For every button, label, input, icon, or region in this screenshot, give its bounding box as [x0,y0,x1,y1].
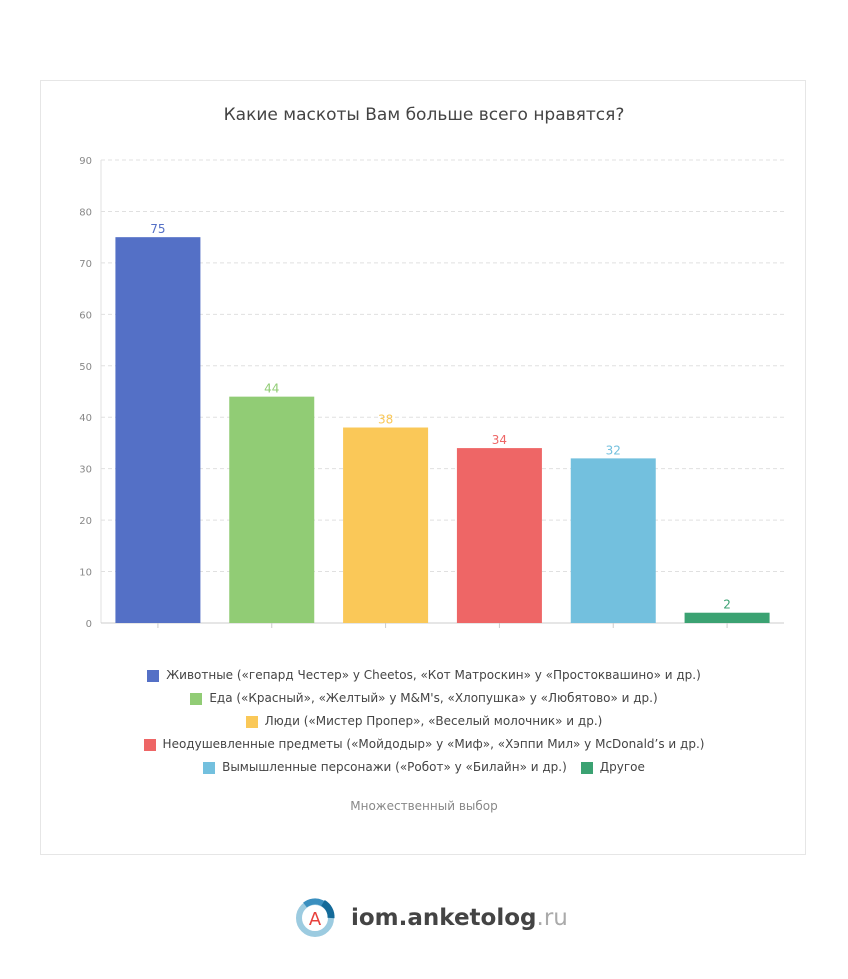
legend-item[interactable]: Другое [580,756,645,779]
legend-swatch [245,715,258,728]
chart-note: Множественный выбор [350,799,498,813]
legend-row: Неодушевленные предметы («Мойдодыр» у «М… [0,733,848,756]
legend-item[interactable]: Неодушевленные предметы («Мойдодыр» у «М… [143,733,705,756]
legend-label: Еда («Красный», «Желтый» у M&M's, «Хлопу… [209,691,658,705]
logo-icon: A [296,898,335,937]
bar-value-label: 44 [264,382,279,396]
legend-label: Вымышленные персонажи («Робот» у «Билайн… [222,760,567,774]
bar-value-label: 32 [606,443,621,457]
y-tick-label: 50 [79,362,92,373]
legend-item[interactable]: Люди («Мистер Пропер», «Веселый молочник… [245,710,603,733]
bar-value-label: 75 [150,222,165,236]
legend-label: Другое [599,760,645,774]
y-tick-label: 10 [79,568,92,579]
bar [229,396,315,623]
bar [115,237,201,623]
bar [570,458,656,623]
y-tick-label: 70 [79,259,92,270]
y-tick-label: 0 [86,619,92,630]
chart-title: Какие маскоты Вам больше всего нравятся? [223,105,625,125]
legend-row: Животные («гепард Честер» у Cheetos, «Ко… [0,664,848,687]
bar-value-label: 2 [723,598,731,612]
bar [343,427,429,623]
legend-label: Люди («Мистер Пропер», «Веселый молочник… [264,714,603,728]
bar-value-label: 34 [492,433,507,447]
logo-main: iom.anketolog [351,905,537,931]
bar-chart: 0 10 20 30 40 50 60 70 80 90 75 44 38 34 32 2 [79,156,784,630]
legend-row: Люди («Мистер Пропер», «Веселый молочник… [0,710,848,733]
chart-legend: Животные («гепард Честер» у Cheetos, «Ко… [0,664,848,779]
legend-swatch [580,761,593,774]
bar-value-label: 38 [378,413,393,427]
legend-item[interactable]: Вымышленные персонажи («Робот» у «Билайн… [203,756,567,779]
bar [684,612,770,623]
legend-label: Животные («гепард Честер» у Cheetos, «Ко… [166,668,701,682]
legend-swatch [143,738,156,751]
y-tick-label: 90 [79,156,92,167]
anketolog-logo[interactable]: A iom.anketolog.ru [293,896,568,940]
legend-item[interactable]: Еда («Красный», «Желтый» у M&M's, «Хлопу… [190,687,658,710]
legend-item[interactable]: Животные («гепард Честер» у Cheetos, «Ко… [147,664,701,687]
legend-swatch [147,669,160,682]
chart-card [40,80,806,855]
y-tick-label: 60 [79,310,92,321]
y-tick-label: 40 [79,413,92,424]
y-tick-label: 20 [79,516,92,527]
legend-label: Неодушевленные предметы («Мойдодыр» у «М… [162,737,705,751]
legend-row: Еда («Красный», «Желтый» у M&M's, «Хлопу… [0,687,848,710]
logo-tld: .ru [536,905,568,931]
y-tick-label: 80 [79,207,92,218]
svg-text:A: A [309,909,322,930]
legend-swatch [203,761,216,774]
legend-row: Вымышленные персонажи («Робот» у «Билайн… [0,756,848,779]
y-tick-label: 30 [79,465,92,476]
legend-swatch [190,692,203,705]
bar [456,448,542,623]
